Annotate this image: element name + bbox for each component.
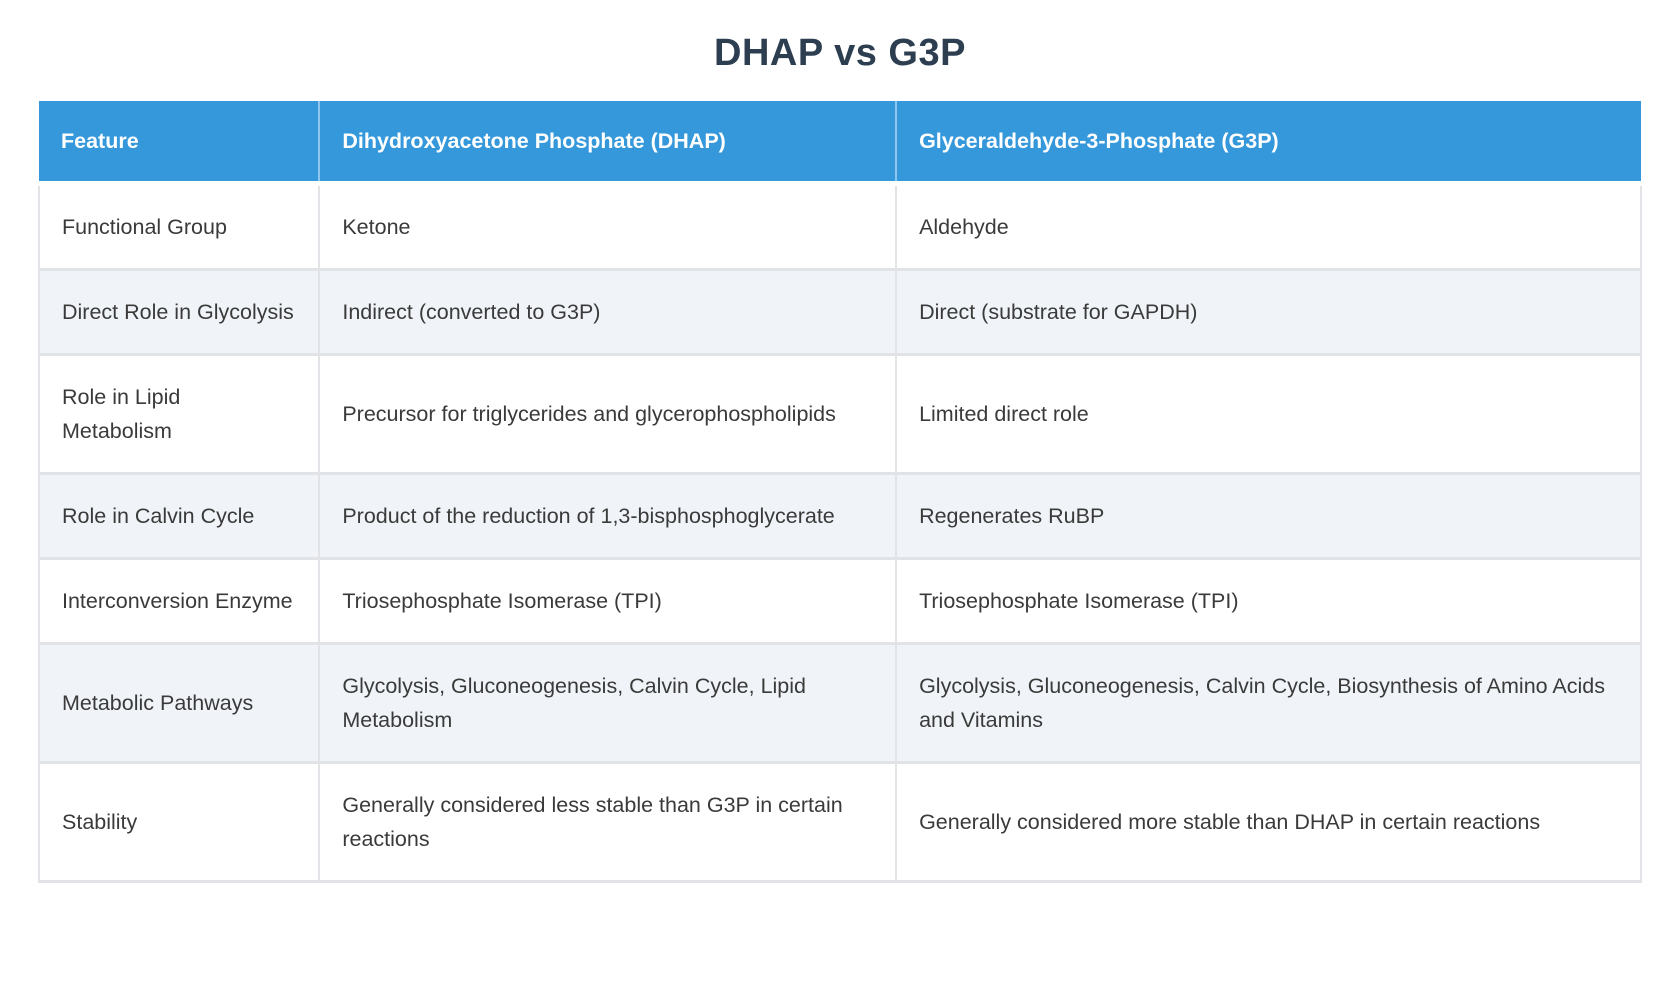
dhap-cell: Generally considered less stable than G3… [318, 761, 898, 883]
g3p-cell: Direct (substrate for GAPDH) [895, 268, 1642, 356]
g3p-cell: Regenerates RuBP [895, 472, 1642, 560]
g3p-cell: Glycolysis, Gluconeogenesis, Calvin Cycl… [895, 642, 1642, 764]
dhap-cell: Ketone [318, 182, 898, 271]
feature-cell: Role in Calvin Cycle [37, 472, 321, 560]
dhap-cell: Glycolysis, Gluconeogenesis, Calvin Cycl… [318, 642, 898, 764]
column-header-feature: Feature [39, 101, 321, 186]
feature-cell: Stability [37, 761, 321, 883]
feature-cell: Metabolic Pathways [37, 642, 321, 764]
table-header-row: Feature Dihydroxyacetone Phosphate (DHAP… [39, 101, 1641, 186]
column-header-dhap: Dihydroxyacetone Phosphate (DHAP) [319, 101, 898, 186]
dhap-cell: Product of the reduction of 1,3-bisphosp… [318, 472, 898, 560]
g3p-cell: Aldehyde [895, 182, 1642, 271]
table-row-lipid-metabolism: Role in Lipid Metabolism Precursor for t… [37, 353, 1642, 475]
column-header-g3p: Glyceraldehyde-3-Phosphate (G3P) [896, 101, 1641, 186]
table-row-metabolic-pathways: Metabolic Pathways Glycolysis, Gluconeog… [37, 642, 1642, 764]
feature-cell: Role in Lipid Metabolism [37, 353, 321, 475]
comparison-table: Feature Dihydroxyacetone Phosphate (DHAP… [37, 101, 1642, 883]
g3p-cell: Triosephosphate Isomerase (TPI) [895, 557, 1642, 645]
table-row-functional-group: Functional Group Ketone Aldehyde [37, 182, 1642, 271]
table-row-glycolysis-role: Direct Role in Glycolysis Indirect (conv… [37, 268, 1642, 356]
table-row-interconversion-enzyme: Interconversion Enzyme Triosephosphate I… [37, 557, 1642, 645]
dhap-cell: Indirect (converted to G3P) [318, 268, 898, 356]
feature-cell: Functional Group [37, 182, 321, 271]
feature-cell: Direct Role in Glycolysis [37, 268, 321, 356]
table-row-stability: Stability Generally considered less stab… [37, 761, 1642, 883]
g3p-cell: Generally considered more stable than DH… [895, 761, 1642, 883]
dhap-cell: Triosephosphate Isomerase (TPI) [318, 557, 898, 645]
table-row-calvin-cycle: Role in Calvin Cycle Product of the redu… [37, 472, 1642, 560]
feature-cell: Interconversion Enzyme [37, 557, 321, 645]
dhap-cell: Precursor for triglycerides and glycerop… [318, 353, 898, 475]
g3p-cell: Limited direct role [895, 353, 1642, 475]
page-title: DHAP vs G3P [714, 32, 966, 74]
